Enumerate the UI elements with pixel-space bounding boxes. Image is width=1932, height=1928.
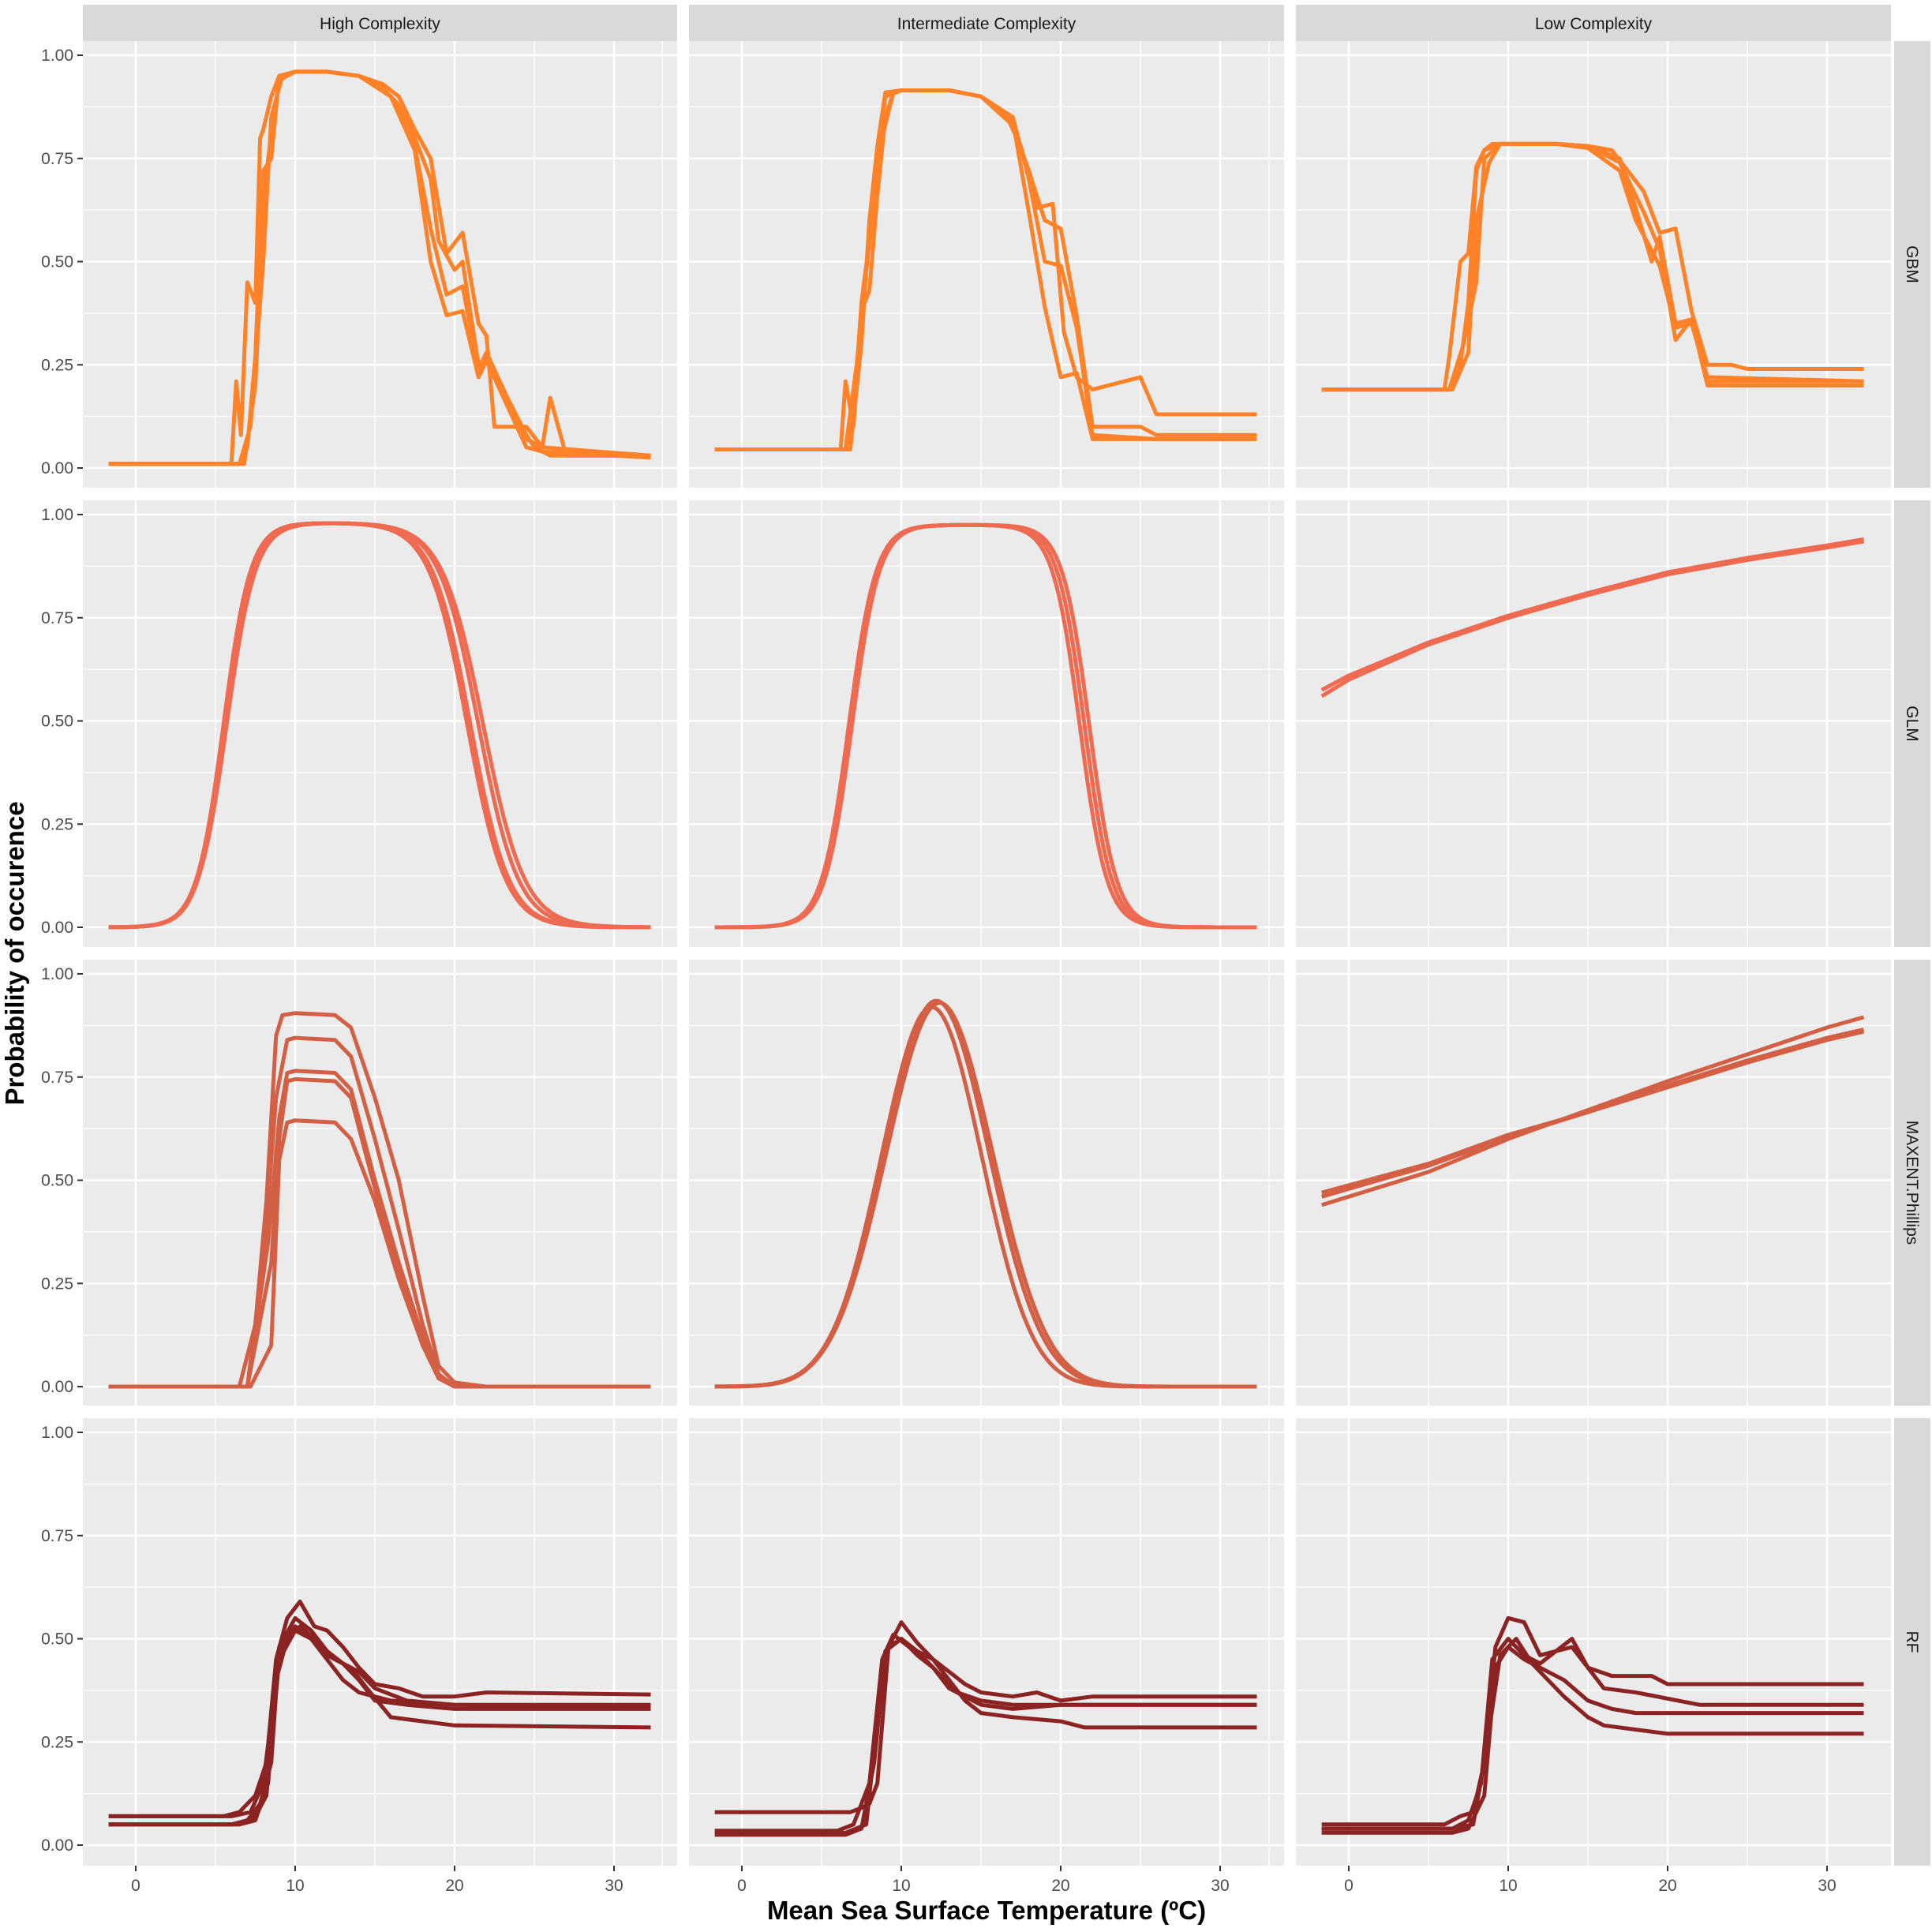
series-line <box>1321 1029 1865 1199</box>
series-line <box>108 1118 651 1389</box>
y-tick-label: 0.00 <box>41 459 73 477</box>
row-strip: GBM <box>1894 41 1930 488</box>
svg-text:RF: RF <box>1903 1631 1921 1653</box>
svg-text:MAXENT.Phillips: MAXENT.Phillips <box>1903 1121 1921 1245</box>
series-line <box>1320 537 1864 692</box>
y-tick-label: 0.75 <box>41 1069 73 1087</box>
series-line <box>1321 1637 1864 1831</box>
x-tick-label: 10 <box>1499 1877 1517 1895</box>
facet-panel <box>661 500 1284 947</box>
y-tick-label: 0.75 <box>41 150 73 168</box>
x-tick-label: 30 <box>1211 1877 1229 1895</box>
column-strip: Low Complexity <box>1296 5 1891 41</box>
series-line <box>714 522 1257 930</box>
series-line <box>108 521 651 930</box>
row-strip: MAXENT.Phillips <box>1894 960 1930 1406</box>
y-tick-label: 1.00 <box>41 965 73 983</box>
x-axis-title: Mean Sea Surface Temperature (ºC) <box>767 1896 1206 1925</box>
series-line <box>714 1637 1257 1835</box>
y-tick-label: 0.25 <box>41 1275 73 1293</box>
y-tick-label: 0.25 <box>41 356 73 374</box>
svg-text:Intermediate Complexity: Intermediate Complexity <box>897 15 1076 33</box>
y-tick-label: 1.00 <box>41 1424 73 1442</box>
series-line <box>108 69 651 466</box>
series-line <box>714 1637 1257 1837</box>
x-tick-label: 30 <box>605 1877 623 1895</box>
y-tick-label: 0.25 <box>41 1733 73 1751</box>
svg-text:GLM: GLM <box>1903 706 1921 742</box>
x-tick-label: 0 <box>737 1877 747 1895</box>
series-line <box>108 1615 651 1827</box>
column-strip: High Complexity <box>83 5 677 41</box>
facet-panel <box>1268 500 1891 947</box>
facet-panel <box>661 41 1284 488</box>
x-tick-label: 0 <box>131 1877 140 1895</box>
row-strip: RF <box>1894 1418 1930 1866</box>
series-line <box>1321 1615 1864 1827</box>
y-tick-label: 0.25 <box>41 815 73 833</box>
y-tick-label: 0.50 <box>41 1630 73 1649</box>
y-axis-title: Probability of occurence <box>0 801 29 1105</box>
series-line <box>108 1069 651 1389</box>
facet-panel <box>661 1418 1284 1866</box>
y-tick-label: 0.75 <box>41 1527 73 1545</box>
panels-layer <box>55 41 1891 1866</box>
series-line <box>1321 1645 1864 1835</box>
y-tick-label: 1.00 <box>41 47 73 65</box>
y-tick-label: 0.00 <box>41 919 73 937</box>
facet-panel <box>661 960 1284 1406</box>
strips-layer: High Complexity Intermediate Complexity Lo… <box>83 5 1930 1866</box>
y-tick-label: 0.00 <box>41 1378 73 1396</box>
facet-panel <box>1268 1418 1891 1866</box>
y-tick-label: 0.75 <box>41 609 73 627</box>
svg-text:Low Complexity: Low Complexity <box>1535 15 1653 33</box>
x-tick-label: 20 <box>1658 1877 1676 1895</box>
facet-panel <box>1268 960 1891 1406</box>
svg-text:High Complexity: High Complexity <box>320 15 440 33</box>
x-tick-label: 10 <box>892 1877 910 1895</box>
series-line <box>1320 1015 1865 1207</box>
series-line <box>1321 1637 1864 1831</box>
y-tick-label: 1.00 <box>41 506 73 524</box>
y-tick-label: 0.50 <box>41 1172 73 1190</box>
series-line <box>1320 539 1864 698</box>
row-strip: GLM <box>1894 500 1930 947</box>
series-line <box>108 1624 651 1818</box>
series-line <box>714 1005 1257 1389</box>
series-line <box>1321 141 1864 392</box>
facet-panel <box>55 960 677 1406</box>
series-line <box>108 1624 651 1827</box>
column-strip: Intermediate Complexity <box>689 5 1284 41</box>
x-tick-label: 20 <box>1051 1877 1069 1895</box>
axes-layer: 0.00 0.25 0.50 0.75 1.00 0.00 0.25 0.50 0.75 1.00… <box>41 47 1837 1895</box>
facet-panel <box>55 500 677 947</box>
facet-panel <box>1268 41 1891 488</box>
x-tick-label: 0 <box>1344 1877 1354 1895</box>
series-line <box>108 1599 651 1818</box>
facet-panel <box>55 1418 677 1866</box>
x-tick-label: 10 <box>286 1877 304 1895</box>
x-tick-label: 20 <box>445 1877 463 1895</box>
series-line <box>108 1011 651 1389</box>
y-tick-label: 0.50 <box>41 713 73 731</box>
y-tick-label: 0.50 <box>41 253 73 271</box>
svg-text:GBM: GBM <box>1903 245 1921 283</box>
series-line <box>714 88 1257 451</box>
y-tick-label: 0.00 <box>41 1836 73 1855</box>
x-tick-label: 30 <box>1818 1877 1836 1895</box>
facet-panel <box>55 41 677 488</box>
